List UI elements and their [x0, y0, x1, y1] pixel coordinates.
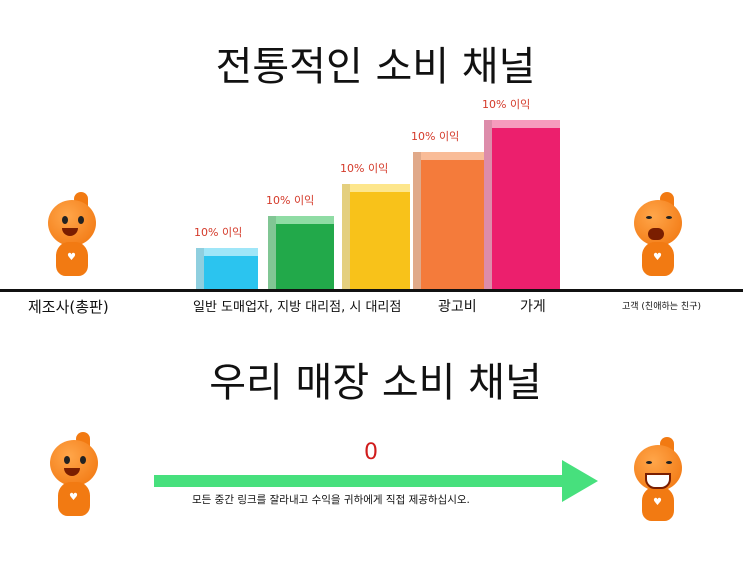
margin-bar	[342, 184, 410, 290]
manufacturer-mascot: ♥	[46, 192, 98, 280]
margin-label: 10% 이익	[482, 98, 531, 111]
channel-axis-line	[0, 289, 743, 292]
our-channel-title: 우리 매장 소비 채널	[209, 360, 542, 406]
margin-bar	[268, 216, 334, 290]
traditional-channel-title: 전통적인 소비 채널	[215, 44, 536, 90]
margin-label: 10% 이익	[194, 226, 243, 239]
margin-value: 0	[364, 440, 378, 465]
margin-bar	[413, 152, 485, 290]
margin-label: 10% 이익	[266, 194, 315, 207]
margin-label: 10% 이익	[411, 130, 460, 143]
direct-caption: 모든 중간 링크를 잘라내고 수익을 귀하에게 직접 제공하십시오.	[192, 494, 470, 506]
margin-bar	[196, 248, 258, 290]
store-label: 가게	[520, 299, 546, 315]
customer-label: 고객 (친애하는 친구)	[622, 302, 701, 312]
margin-label: 10% 이익	[340, 162, 389, 175]
manufacturer-label: 제조사(총판)	[28, 298, 109, 316]
direct-arrow	[154, 460, 598, 502]
ads-label: 광고비	[438, 299, 477, 315]
wholesale-label: 일반 도매업자, 지방 대리점, 시 대리점	[193, 300, 402, 315]
happy-customer-mascot: ♥	[632, 437, 684, 525]
crying-customer-mascot: ♥	[632, 192, 684, 280]
manufacturer-mascot-bottom: ♥	[48, 432, 100, 520]
margin-bar	[484, 120, 560, 290]
